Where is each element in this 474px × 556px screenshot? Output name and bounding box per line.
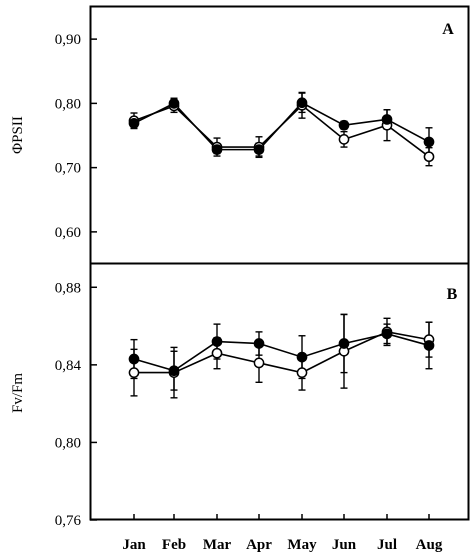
x-tick-label: Jun	[332, 537, 357, 553]
panel-b-series-line-filled	[133, 332, 430, 372]
panel-a-letter: A	[442, 21, 454, 38]
x-tick-label: May	[287, 537, 317, 553]
x-tick-label: Jan	[122, 537, 146, 553]
x-tick-label: Aug	[416, 537, 443, 553]
panel-b-point-open	[211, 347, 223, 359]
panel-a-y-tick-label: 0,60	[55, 225, 81, 241]
panel-b-point-open	[128, 367, 140, 378]
panel-a-point-filled	[211, 144, 223, 155]
panel-a-point-open	[338, 134, 350, 145]
panel-b-point-filled	[296, 351, 308, 363]
x-axis-ticks: Jan Feb Mar Apr May Jun Jul Aug	[122, 514, 443, 553]
panel-a-y-tick-label: 0,80	[55, 96, 81, 112]
panel-b-point-filled	[338, 338, 350, 349]
panel-a-point-filled	[338, 119, 350, 131]
panel-b-y-tick-label: 0,76	[55, 513, 82, 529]
panel-b-point-filled	[128, 353, 140, 365]
panel-b-y-tick-label: 0,84	[55, 358, 82, 374]
panel-a-point-open	[423, 151, 435, 163]
panel-a-series-line-open	[133, 104, 430, 158]
panel-b-y-axis-title: Fv/Fm	[10, 373, 26, 413]
panel-b-y-ticks: 0,76 0,80 0,84 0,88	[55, 280, 97, 529]
panel-a-point-filled	[423, 136, 435, 148]
panel-b-plot-area	[128, 313, 435, 399]
panel-a-y-tick-label: 0,70	[55, 161, 81, 177]
x-tick-label: Apr	[246, 537, 272, 553]
panel-a-y-axis-title: ΦPSII	[10, 116, 26, 154]
panel-b-point-filled	[381, 328, 393, 340]
panel-a-y-tick-label: 0,90	[55, 32, 81, 48]
panel-b-point-filled	[253, 338, 265, 349]
panel-b-letter: B	[447, 286, 458, 303]
panel-b-point-open	[253, 357, 265, 369]
panel-b-point-filled	[168, 365, 180, 377]
panel-b-series-line-open	[134, 331, 430, 374]
panel-a-point-filled	[381, 114, 393, 125]
panel-b-point-filled	[211, 336, 223, 347]
panel-a-point-filled	[253, 144, 265, 155]
panel-a-point-filled	[168, 98, 180, 109]
x-tick-label: Mar	[203, 537, 232, 553]
panel-b-y-tick-label: 0,80	[55, 435, 81, 451]
panel-a-frame	[89, 5, 470, 265]
x-tick-label: Jul	[377, 537, 397, 553]
x-tick-label: Feb	[162, 537, 186, 553]
panel-a-point-filled	[128, 117, 140, 129]
panel-a-y-ticks: 0,60 0,70 0,80 0,90	[55, 32, 97, 241]
panel-b-point-open	[296, 367, 308, 378]
panel-b-frame	[89, 262, 470, 521]
panel-a-plot-area	[128, 91, 435, 167]
panel-b-y-tick-label: 0,88	[55, 280, 81, 296]
panel-b-point-filled	[423, 340, 435, 351]
panel-a-point-filled	[296, 97, 308, 109]
